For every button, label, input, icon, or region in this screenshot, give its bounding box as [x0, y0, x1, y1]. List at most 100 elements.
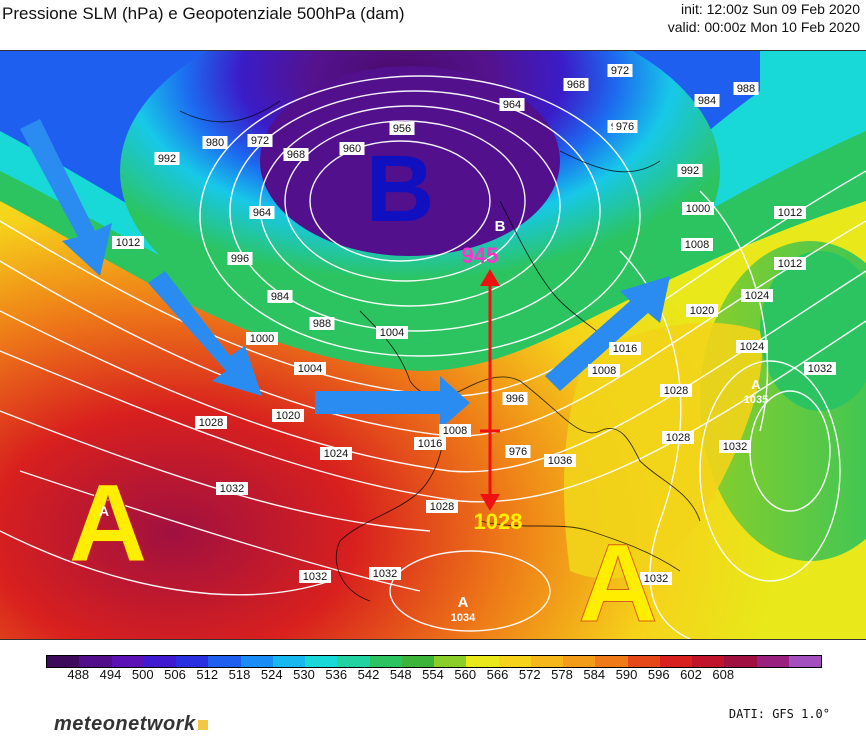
- svg-text:1008: 1008: [592, 365, 616, 377]
- svg-text:1004: 1004: [380, 327, 404, 339]
- isobar-label: 984: [694, 94, 720, 107]
- colorbar-tick-label: 566: [486, 667, 509, 682]
- isobar-label: 968: [563, 78, 589, 91]
- svg-text:964: 964: [503, 99, 521, 111]
- flow-arrow-4: [545, 276, 670, 391]
- geopotential-colorbar: [46, 655, 822, 668]
- svg-text:968: 968: [567, 79, 585, 91]
- colorbar-cell: [595, 656, 628, 667]
- svg-text:1032: 1032: [644, 573, 668, 585]
- valid-time: valid: 00:00z Mon 10 Feb 2020: [667, 19, 860, 35]
- colorbar-cell: [692, 656, 725, 667]
- med-center-mark: A: [458, 594, 469, 611]
- svg-text:984: 984: [271, 291, 289, 303]
- svg-text:1036: 1036: [548, 455, 572, 467]
- colorbar-tick-label: 512: [196, 667, 219, 682]
- svg-text:996: 996: [231, 253, 249, 265]
- svg-text:988: 988: [313, 318, 331, 330]
- colorbar-tick-label: 518: [228, 667, 251, 682]
- isobar-label: 992: [677, 164, 703, 177]
- low-center-mark: B: [495, 218, 506, 235]
- isobar-label: 980: [202, 136, 228, 149]
- colorbar-tick-label: 596: [647, 667, 670, 682]
- isobar-label: 1008: [588, 364, 620, 377]
- colorbar-cell: [79, 656, 112, 667]
- svg-text:956: 956: [393, 123, 411, 135]
- svg-text:1032: 1032: [303, 571, 327, 583]
- chart-title: Pressione SLM (hPa) e Geopotenziale 500h…: [2, 4, 405, 23]
- med-center-value: 1034: [451, 612, 476, 624]
- isobar-label: 1028: [662, 431, 694, 444]
- pressure-difference-arrow: [480, 269, 500, 511]
- svg-text:1000: 1000: [686, 203, 710, 215]
- east-center-value: 1035: [744, 394, 768, 406]
- colorbar-cell: [369, 656, 402, 667]
- svg-text:968: 968: [287, 149, 305, 161]
- isobar-label: 988: [309, 317, 335, 330]
- data-source: DATI: GFS 1.0°: [728, 707, 830, 721]
- meteonetwork-logo: meteonetwork: [54, 713, 208, 736]
- isobar-label: 976: [612, 120, 638, 133]
- isobar-label: 1032: [640, 572, 672, 585]
- low-pressure-value: 945: [462, 243, 499, 268]
- colorbar-tick-label: 488: [67, 667, 90, 682]
- east-center-mark: A: [751, 377, 761, 392]
- svg-text:1028: 1028: [666, 432, 690, 444]
- svg-text:1012: 1012: [778, 207, 802, 219]
- isobar-label: 1004: [294, 362, 326, 375]
- high-letter-a-west: A: [68, 462, 147, 585]
- isobar-label: 1008: [681, 238, 713, 251]
- svg-text:1024: 1024: [740, 341, 764, 353]
- isobar-label: 1000: [682, 202, 714, 215]
- west-center-mark: A: [99, 503, 109, 519]
- east-green-inner: [760, 251, 866, 411]
- isobar-label: 964: [249, 206, 275, 219]
- colorbar-cell: [627, 656, 660, 667]
- isobar-label: 996: [227, 252, 253, 265]
- colorbar-cell: [466, 656, 499, 667]
- weather-map: 972 980 964 968 976 984 988 992 1000 1012 956 960 97…: [0, 50, 866, 640]
- isobar-label: 1024: [736, 340, 768, 353]
- isobar-label: 972: [247, 134, 273, 147]
- colorbar-tick-label: 494: [99, 667, 122, 682]
- colorbar-tick-label: 530: [293, 667, 315, 682]
- svg-text:960: 960: [343, 143, 361, 155]
- svg-text:1000: 1000: [250, 333, 274, 345]
- colorbar-tick-label: 590: [615, 667, 638, 682]
- isobar-label: 984: [267, 290, 293, 303]
- svg-text:1024: 1024: [745, 290, 769, 302]
- high-pressure-value: 1028: [474, 509, 523, 534]
- colorbar-cell: [272, 656, 305, 667]
- svg-text:1032: 1032: [220, 483, 244, 495]
- isobar-label: 1032: [369, 567, 401, 580]
- isobar-label: 996: [502, 392, 528, 405]
- colorbar-cell: [305, 656, 338, 667]
- isobar-label: 1032: [719, 440, 751, 453]
- isobar-label: 988: [733, 82, 759, 95]
- colorbar-cell: [240, 656, 273, 667]
- colorbar-cell: [111, 656, 144, 667]
- colorbar-tick-label: 548: [389, 667, 412, 682]
- isobar-label-group: 972 980 964 968 976 984 988 992 1000 1012 956 960 97…: [112, 64, 836, 585]
- isobar-label: 1008: [439, 424, 471, 437]
- isobar-label: 956: [389, 122, 415, 135]
- isobar-label: 1024: [320, 447, 352, 460]
- colorbar-cell: [659, 656, 692, 667]
- isobar-label: 1024: [741, 289, 773, 302]
- svg-text:1004: 1004: [298, 363, 322, 375]
- svg-text:972: 972: [611, 65, 629, 77]
- svg-text:1020: 1020: [276, 410, 300, 422]
- yellow-area: [564, 322, 762, 579]
- isobar-label: 1004: [376, 326, 408, 339]
- isobar-label: 1012: [774, 257, 806, 270]
- svg-text:992: 992: [681, 165, 699, 177]
- svg-text:976: 976: [616, 121, 634, 133]
- colorbar-cell: [563, 656, 596, 667]
- colorbar-tick-label: 554: [422, 667, 444, 682]
- svg-text:1032: 1032: [373, 568, 397, 580]
- high-letter-a-med: A: [578, 522, 657, 639]
- flow-arrows: [20, 119, 670, 429]
- colorbar-tick-label: 602: [680, 667, 702, 682]
- svg-text:1028: 1028: [430, 501, 454, 513]
- isobar-label: 960: [339, 142, 365, 155]
